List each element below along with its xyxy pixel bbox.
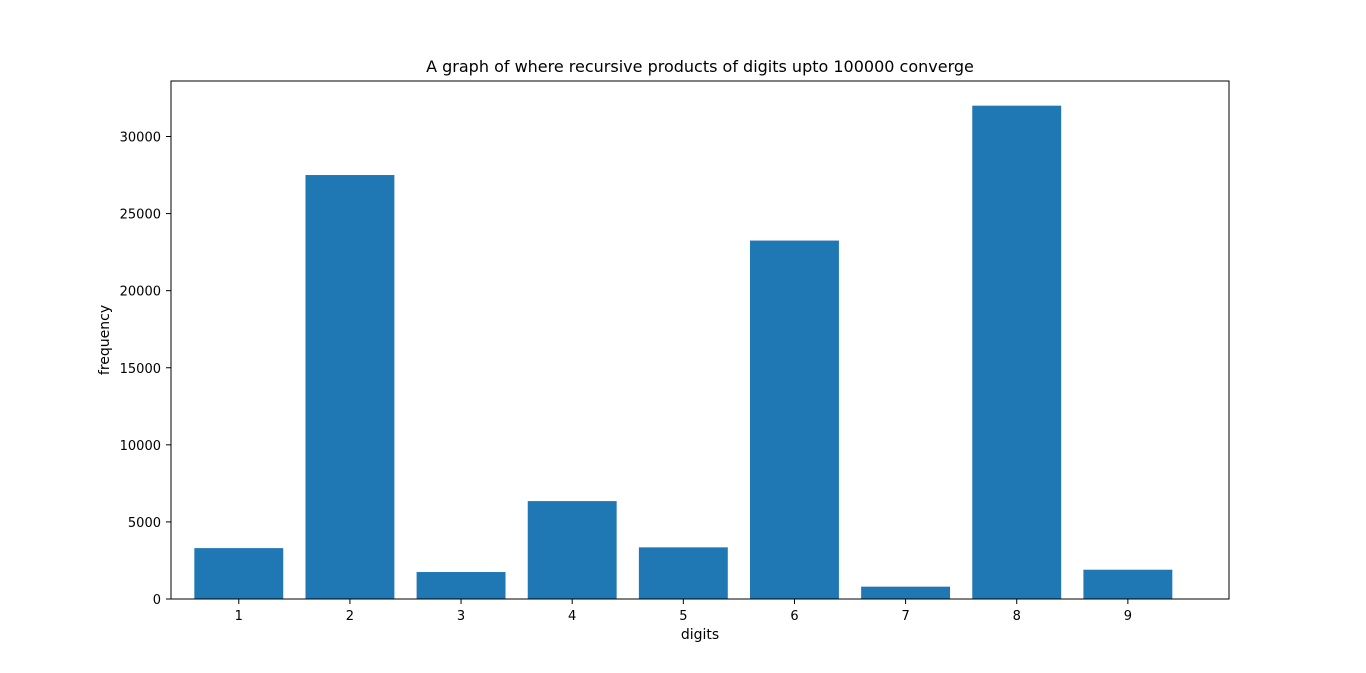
x-tick-label: 2 <box>346 609 354 624</box>
y-axis-label: frequency <box>97 305 113 375</box>
x-tick-label: 5 <box>679 609 687 624</box>
y-ticks-group: 0 5000 10000 15000 20000 25000 30000 <box>120 131 171 608</box>
bar-3 <box>416 572 506 599</box>
y-tick-label: 30000 <box>120 131 161 146</box>
x-tick-label: 4 <box>568 609 576 624</box>
y-tick-label: 20000 <box>120 285 161 300</box>
x-tick-label: 8 <box>1013 609 1021 624</box>
x-tick-label: 3 <box>457 609 465 624</box>
bars-group <box>194 105 1173 600</box>
x-tick-label: 7 <box>901 609 909 624</box>
y-tick-label: 0 <box>153 593 161 608</box>
axes-frame <box>170 80 1230 600</box>
x-tick-label: 9 <box>1124 609 1132 624</box>
bar-8 <box>972 105 1062 600</box>
bar-9 <box>1083 569 1173 599</box>
bar-6 <box>750 240 839 599</box>
bar-5 <box>638 547 728 599</box>
bar-1 <box>194 548 284 599</box>
y-tick-label: 10000 <box>120 439 161 454</box>
bar-4 <box>527 501 617 599</box>
x-tick-label: 6 <box>790 609 798 624</box>
bar-7 <box>861 586 951 599</box>
x-ticks-group: 1 2 3 4 5 6 7 8 9 <box>235 599 1132 624</box>
y-tick-label: 15000 <box>120 362 161 377</box>
bar-2 <box>305 175 395 599</box>
chart-title: A graph of where recursive products of d… <box>426 57 974 76</box>
x-tick-label: 1 <box>235 609 243 624</box>
y-tick-label: 5000 <box>128 516 161 531</box>
x-axis-label: digits <box>681 627 719 643</box>
y-tick-label: 25000 <box>120 208 161 223</box>
